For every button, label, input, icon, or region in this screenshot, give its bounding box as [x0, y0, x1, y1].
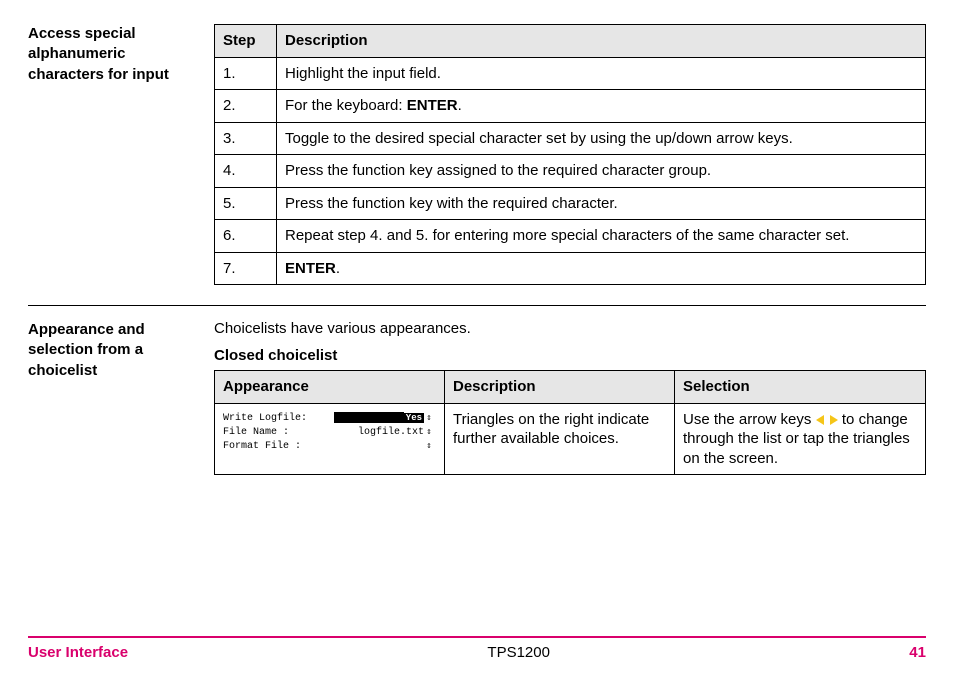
step-number: 1. — [215, 57, 277, 90]
step-number: 3. — [215, 122, 277, 155]
ui-field-line: Format File : ⇕ — [223, 440, 436, 454]
step-description: For the keyboard: ENTER. — [277, 90, 926, 123]
triangle-left-icon — [816, 415, 824, 425]
table-row: 1.Highlight the input field. — [215, 57, 926, 90]
table-row: 3.Toggle to the desired special characte… — [215, 122, 926, 155]
step-description: ENTER. — [277, 252, 926, 285]
description-cell: Triangles on the right indicate further … — [445, 403, 675, 475]
step-description: Press the function key assigned to the r… — [277, 155, 926, 188]
table-row: 4.Press the function key assigned to the… — [215, 155, 926, 188]
step-number: 5. — [215, 187, 277, 220]
selection-cell: Use the arrow keys to change through the… — [675, 403, 926, 475]
spinner-icon: ⇕ — [424, 428, 434, 437]
step-description: Press the function key with the required… — [277, 187, 926, 220]
footer-model: TPS1200 — [487, 644, 550, 661]
table-row: 7.ENTER. — [215, 252, 926, 285]
table-row: 5.Press the function key with the requir… — [215, 187, 926, 220]
col-desc-header: Description — [277, 25, 926, 58]
col-selection-header: Selection — [675, 371, 926, 404]
ui-field-label: File Name : — [223, 426, 313, 440]
choicelist-table: Appearance Description Selection Write L… — [214, 370, 926, 475]
ui-field-value: ⇕ — [315, 440, 436, 454]
table-row: 2.For the keyboard: ENTER. — [215, 90, 926, 123]
ui-field-value: logfile.txt⇕ — [315, 426, 436, 440]
step-number: 4. — [215, 155, 277, 188]
table-row: 6.Repeat step 4. and 5. for entering mor… — [215, 220, 926, 253]
spinner-icon: ⇕ — [424, 414, 434, 423]
section1-heading: Access special alphanumeric characters f… — [28, 24, 196, 285]
footer-rule — [28, 636, 926, 638]
ui-field-value: Yes⇕ — [315, 412, 436, 426]
col-description-header: Description — [445, 371, 675, 404]
footer-chapter: User Interface — [28, 644, 128, 661]
steps-table: Step Description 1.Highlight the input f… — [214, 24, 926, 285]
ui-field-line: File Name :logfile.txt⇕ — [223, 426, 436, 440]
divider — [28, 305, 926, 306]
step-number: 7. — [215, 252, 277, 285]
appearance-cell: Write Logfile:Yes⇕File Name :logfile.txt… — [215, 403, 445, 475]
ui-field-line: Write Logfile:Yes⇕ — [223, 412, 436, 426]
step-description: Repeat step 4. and 5. for entering more … — [277, 220, 926, 253]
footer-page-number: 41 — [909, 644, 926, 661]
step-number: 2. — [215, 90, 277, 123]
step-number: 6. — [215, 220, 277, 253]
section2-intro: Choicelists have various appearances. — [214, 320, 926, 337]
section2-heading: Appearance and selection from a choiceli… — [28, 320, 196, 475]
triangle-right-icon — [830, 415, 838, 425]
spinner-icon: ⇕ — [424, 442, 434, 451]
section2-subheading: Closed choicelist — [214, 347, 926, 364]
col-step-header: Step — [215, 25, 277, 58]
ui-field-label: Write Logfile: — [223, 412, 313, 426]
table-row: Write Logfile:Yes⇕File Name :logfile.txt… — [215, 403, 926, 475]
step-description: Highlight the input field. — [277, 57, 926, 90]
ui-field-label: Format File : — [223, 440, 313, 454]
col-appearance-header: Appearance — [215, 371, 445, 404]
step-description: Toggle to the desired special character … — [277, 122, 926, 155]
